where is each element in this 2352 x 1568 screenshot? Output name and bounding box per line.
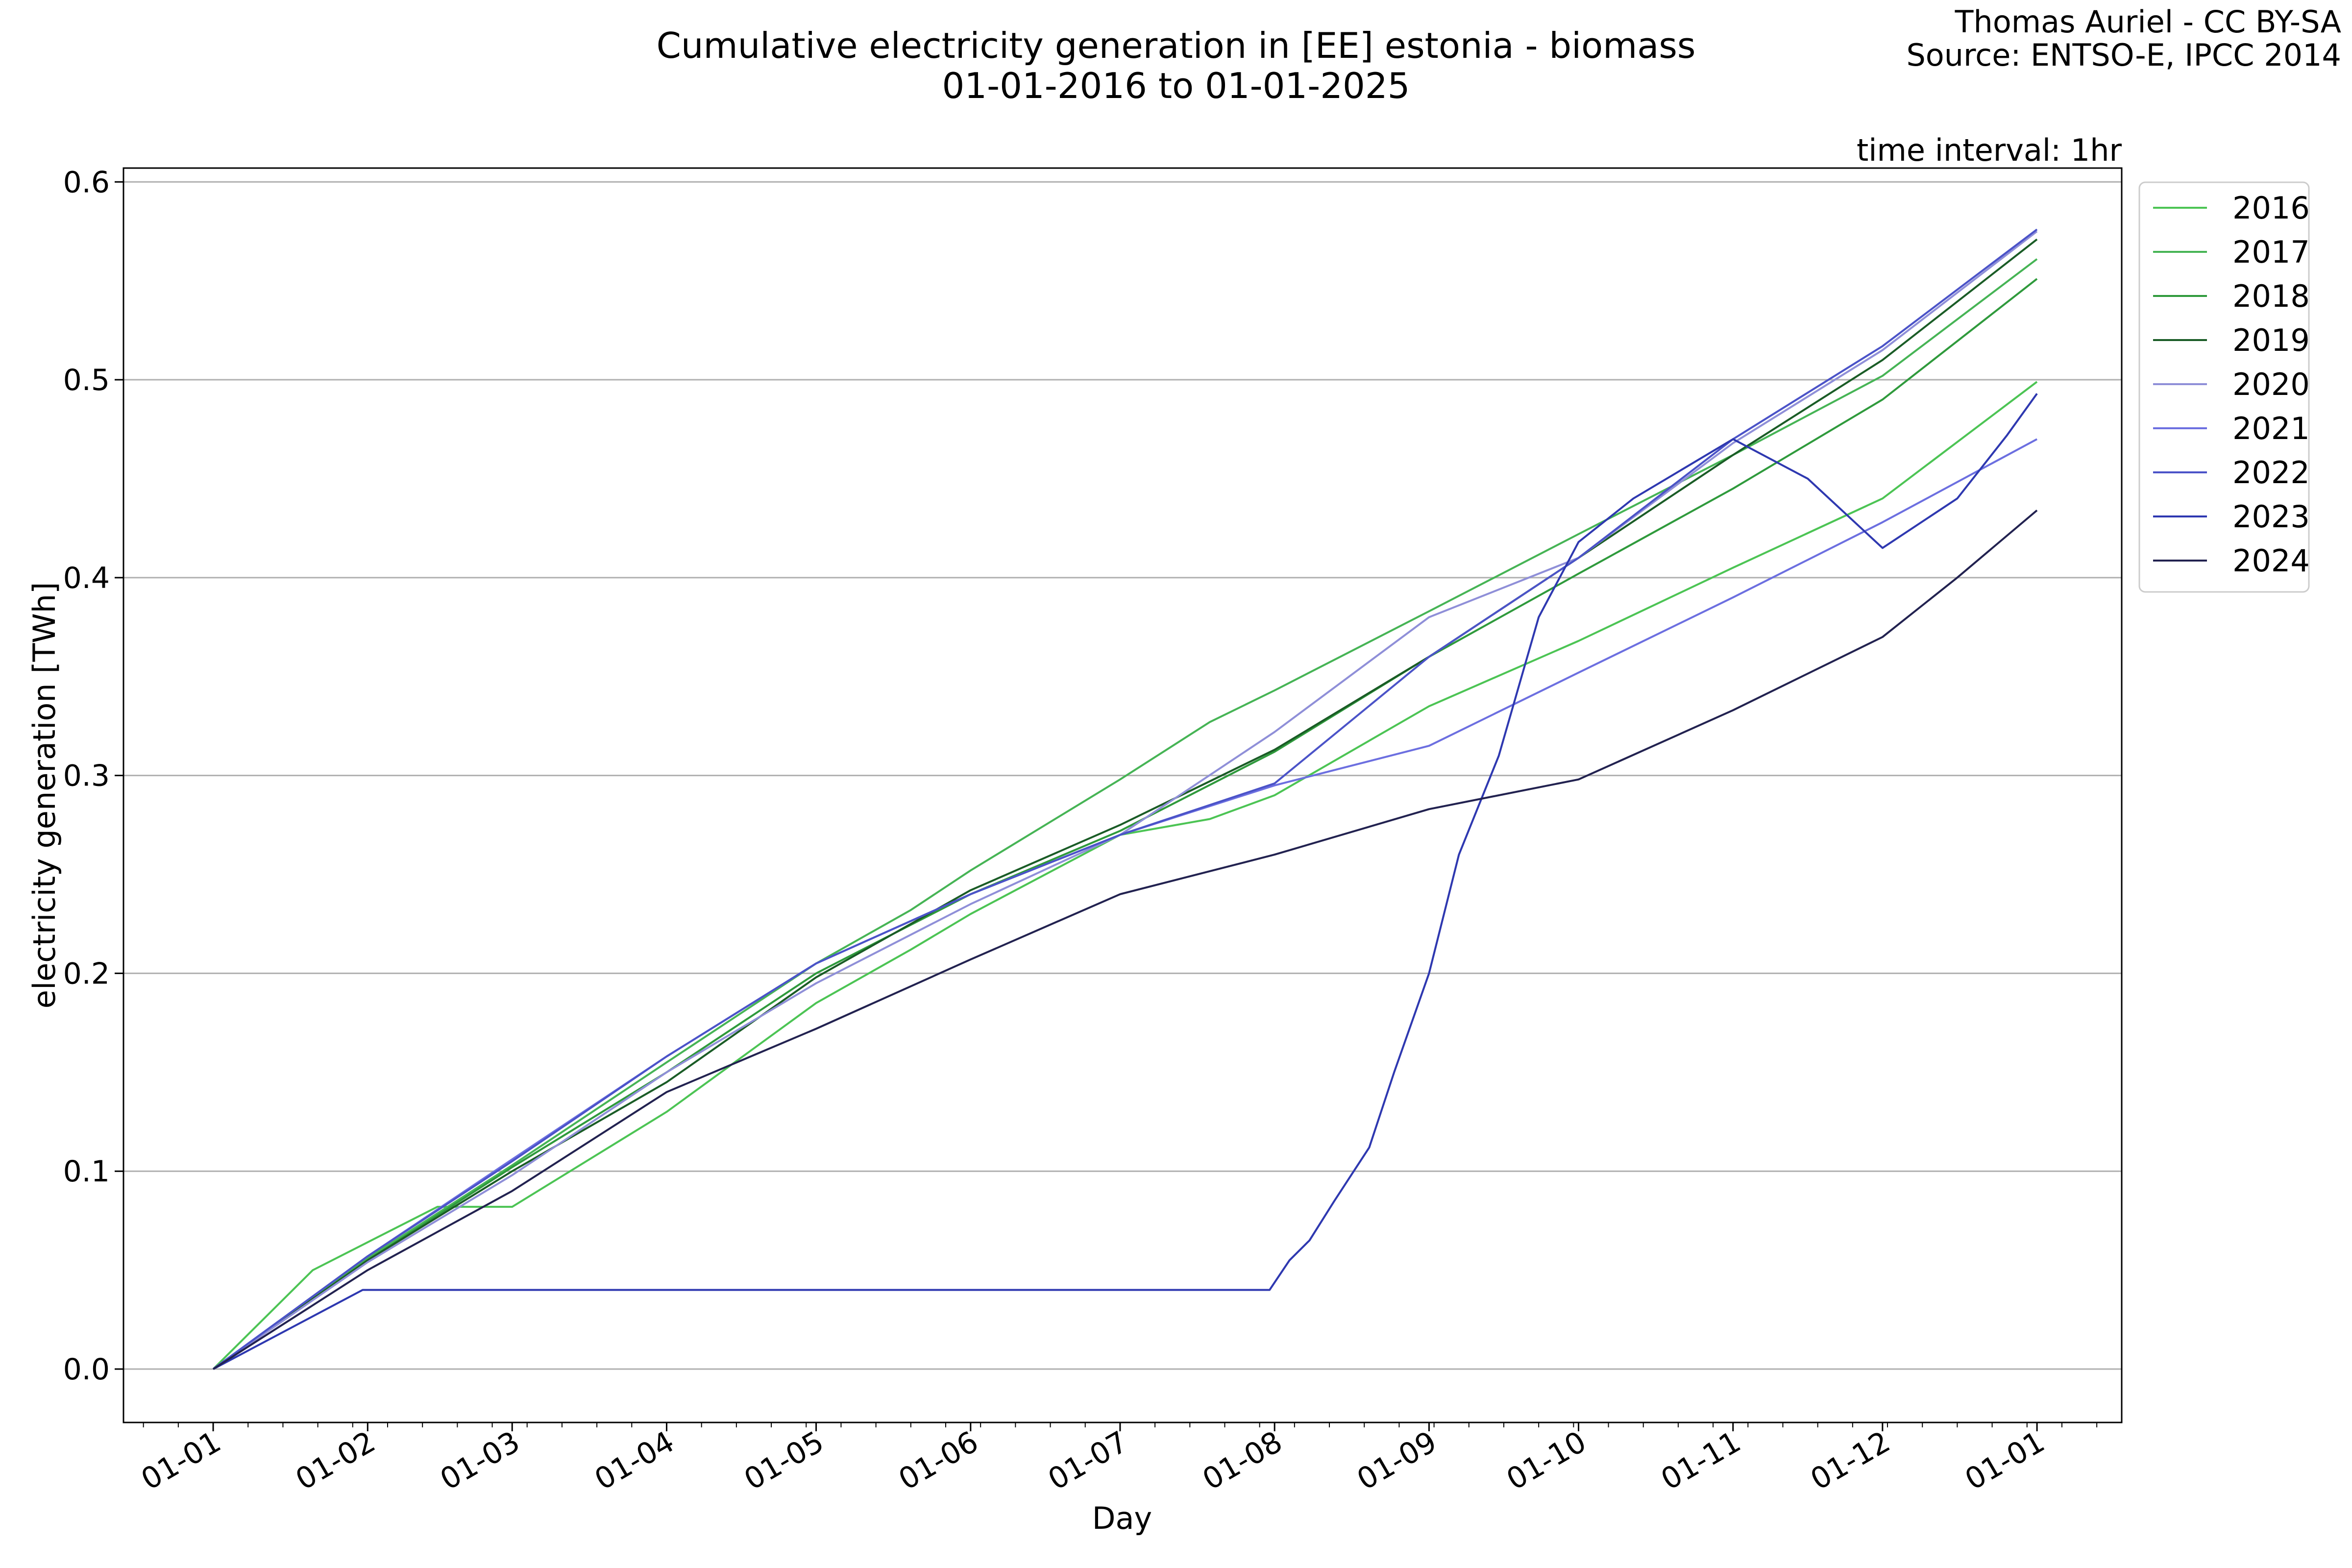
legend-label-2020: 2020	[2232, 367, 2310, 402]
y-tick-label: 0.5	[63, 363, 110, 397]
y-tick-label: 0.4	[63, 561, 110, 595]
y-tick-label: 0.3	[63, 759, 110, 793]
y-tick-label: 0.2	[63, 956, 110, 991]
legend-label-2017: 2017	[2232, 234, 2310, 270]
series-line-2019	[212, 238, 2038, 1370]
chart-title: Cumulative electricity generation in [EE…	[657, 25, 1696, 66]
gridlines	[123, 181, 2122, 1370]
credit-source: Source: ENTSO-E, IPCC 2014	[1906, 37, 2341, 73]
legend-label-2023: 2023	[2232, 499, 2310, 535]
y-tick-label: 0.1	[63, 1154, 110, 1189]
y-axis-label: electricity generation [TWh]	[26, 582, 62, 1008]
legend-label-2021: 2021	[2232, 411, 2310, 446]
time-interval-annotation: time interval: 1hr	[1857, 132, 2122, 168]
legend-label-2024: 2024	[2232, 543, 2310, 579]
x-axis-label: Day	[1092, 1500, 1152, 1536]
series-line-2023	[213, 393, 2038, 1370]
legend-label-2019: 2019	[2232, 322, 2310, 358]
legend-label-2018: 2018	[2232, 278, 2310, 314]
legend-box	[2138, 181, 2310, 593]
legend: 2016 2017 2018 2019 2020 2021 2022 2023 2024	[2138, 181, 2310, 593]
legend-label-2016: 2016	[2232, 190, 2310, 226]
y-tick-label: 0.0	[63, 1352, 110, 1387]
plot-frame	[122, 167, 2123, 1423]
series-line-2018	[212, 278, 2038, 1370]
legend-label-2022: 2022	[2232, 455, 2310, 490]
series-line-2024	[213, 509, 2038, 1370]
credit-author: Thomas Auriel - CC BY-SA	[1955, 4, 2341, 40]
y-tick-label: 0.6	[63, 165, 110, 199]
y-axis-ticks: 0.0 0.1 0.2 0.3 0.4 0.5 0.6	[63, 165, 123, 1387]
series-lines	[212, 228, 2038, 1370]
chart-subtitle: 01-01-2016 to 01-01-2025	[942, 65, 1410, 106]
series-line-2016	[212, 381, 2038, 1370]
